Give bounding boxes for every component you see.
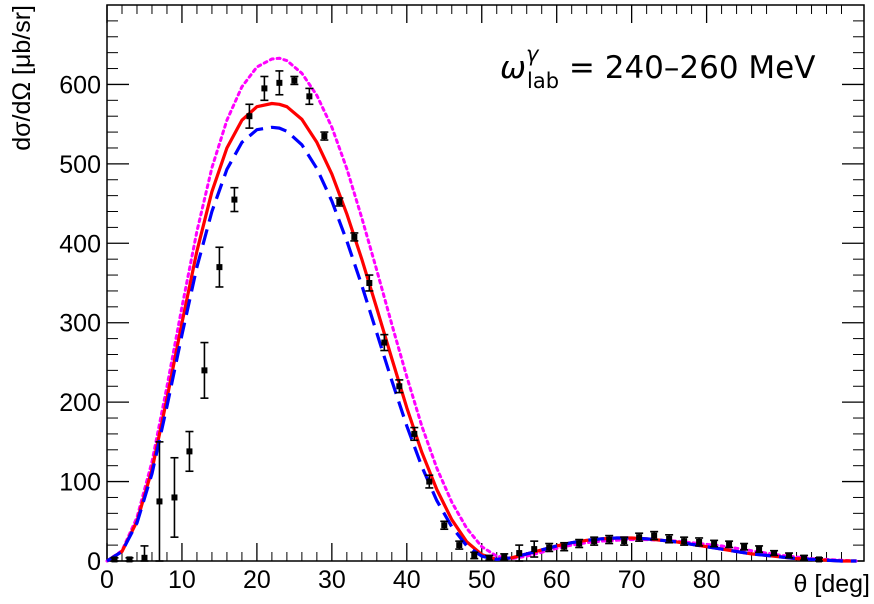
y-tick-label: 300 — [59, 310, 101, 338]
data-point — [576, 540, 583, 547]
curve-dotted — [105, 56, 858, 563]
data-point — [231, 196, 238, 203]
annotation-subscript: lab — [527, 69, 559, 93]
data-point — [711, 540, 718, 547]
data-point — [606, 536, 613, 543]
data-point — [531, 546, 538, 553]
x-tick-label: 70 — [618, 566, 646, 594]
data-point — [741, 543, 748, 550]
data-point — [801, 554, 808, 561]
data-point — [111, 556, 118, 563]
data-point — [636, 534, 643, 541]
x-axis-title: θ [deg] — [794, 570, 870, 598]
data-point — [546, 544, 553, 551]
data-point — [591, 538, 598, 545]
curve-solid — [106, 101, 857, 563]
data-point — [291, 77, 298, 84]
data-point — [216, 264, 223, 271]
data-point — [381, 339, 388, 346]
data-point — [771, 550, 778, 557]
x-tick-label: 10 — [168, 566, 196, 594]
data-point — [321, 133, 328, 140]
x-tick-label: 30 — [318, 566, 346, 594]
y-tick-label: 500 — [59, 151, 101, 179]
annotation-superscript: γ — [526, 42, 540, 66]
data-point — [621, 538, 628, 545]
y-tick-label: 100 — [59, 469, 101, 497]
x-tick-label: 60 — [543, 566, 571, 594]
data-point — [396, 383, 403, 390]
data-point — [276, 79, 283, 86]
y-tick-label: 200 — [59, 389, 101, 417]
data-point — [156, 498, 163, 505]
data-point — [261, 85, 268, 92]
axis-ticks — [106, 5, 864, 562]
curve-dashed — [106, 125, 857, 563]
data-point — [651, 532, 658, 539]
x-tick-label: 0 — [100, 566, 114, 594]
data-point — [561, 543, 568, 550]
data-point — [186, 448, 193, 455]
data-point — [486, 554, 493, 561]
data-point — [201, 367, 208, 374]
y-tick-label: 400 — [59, 230, 101, 258]
y-axis-title: dσ/dΩ [μb/sr] — [8, 5, 36, 151]
data-point — [426, 478, 433, 485]
omega-symbol: ω — [500, 50, 526, 86]
y-tick-label: 600 — [59, 71, 101, 99]
data-point — [351, 233, 358, 240]
data-point — [171, 494, 178, 501]
data-point — [246, 113, 253, 120]
x-tick-label: 40 — [393, 566, 421, 594]
x-tick-label: 20 — [243, 566, 271, 594]
data-point — [306, 93, 313, 100]
data-point — [786, 552, 793, 559]
annotation-text: = 240–260 MeV — [559, 50, 815, 86]
x-tick-label: 50 — [468, 566, 496, 594]
data-point — [756, 546, 763, 553]
data-point — [516, 550, 523, 557]
data-point — [666, 535, 673, 542]
data-point — [726, 541, 733, 548]
data-points — [110, 70, 824, 563]
x-tick-label: 80 — [693, 566, 721, 594]
data-point — [441, 522, 448, 529]
data-point — [126, 556, 133, 563]
theory-curves — [105, 56, 858, 563]
data-point — [471, 552, 478, 559]
data-point — [366, 280, 373, 286]
data-point — [816, 556, 823, 563]
x-tick-labels: 0 10 20 30 40 50 60 70 80 — [100, 566, 720, 594]
energy-annotation: ωγ lab = 240–260 MeV — [500, 42, 815, 93]
plot-frame — [106, 4, 865, 562]
data-point — [696, 538, 703, 545]
y-tick-labels: 0 100 200 300 400 500 600 — [59, 71, 101, 576]
data-point — [411, 430, 418, 437]
y-tick-label: 0 — [87, 548, 101, 576]
data-point — [681, 538, 688, 545]
data-point — [456, 542, 463, 549]
data-point — [501, 554, 508, 561]
data-point — [336, 198, 343, 205]
data-point — [141, 554, 148, 561]
